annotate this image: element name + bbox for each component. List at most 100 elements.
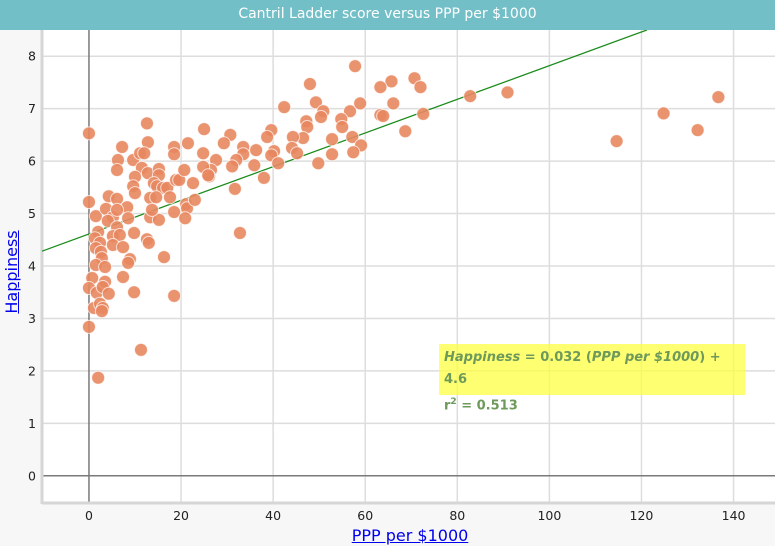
x-tick-label: 120 xyxy=(630,508,654,523)
graph-title-bar[interactable]: Cantril Ladder score versus PPP per $100… xyxy=(0,0,775,30)
data-point[interactable] xyxy=(311,156,326,171)
y-tick-labels: 0 1 2 3 4 5 6 7 8 xyxy=(28,49,36,484)
grid-lines xyxy=(42,30,775,502)
data-point[interactable] xyxy=(121,255,136,270)
data-point[interactable] xyxy=(348,59,363,74)
r-squared-value: = 0.513 xyxy=(456,398,518,414)
data-point[interactable] xyxy=(121,211,136,226)
y-tick-label: 7 xyxy=(28,101,36,116)
data-point[interactable] xyxy=(101,286,116,301)
data-point[interactable] xyxy=(145,202,160,217)
data-point[interactable] xyxy=(94,304,109,319)
regression-line[interactable] xyxy=(41,30,648,252)
data-point[interactable] xyxy=(157,250,172,265)
y-tick-label: 8 xyxy=(28,49,36,64)
data-point[interactable] xyxy=(88,209,103,224)
r-squared-line: r2 = 0.513 xyxy=(444,391,745,417)
data-point[interactable] xyxy=(386,96,401,111)
data-point[interactable] xyxy=(325,147,340,162)
y-tick-label: 4 xyxy=(28,259,36,274)
data-point[interactable] xyxy=(232,225,247,240)
data-point[interactable] xyxy=(167,147,182,162)
data-point[interactable] xyxy=(116,240,131,255)
data-point[interactable] xyxy=(384,74,399,89)
data-point[interactable] xyxy=(271,156,286,171)
equation-end: ) + 4.6 xyxy=(444,350,721,387)
data-point[interactable] xyxy=(260,129,275,144)
data-point[interactable] xyxy=(139,116,154,131)
data-point[interactable] xyxy=(127,225,142,240)
regression-equation-box[interactable]: Happiness = 0.032 (PPP per $1000) + 4.6 … xyxy=(439,344,745,413)
data-point[interactable] xyxy=(116,270,131,285)
data-point[interactable] xyxy=(227,181,242,196)
data-point[interactable] xyxy=(196,146,211,161)
data-point[interactable] xyxy=(115,139,130,154)
data-point[interactable] xyxy=(81,195,96,210)
data-point[interactable] xyxy=(167,288,182,303)
data-point[interactable] xyxy=(416,106,431,121)
data-point[interactable] xyxy=(290,146,305,161)
data-point[interactable] xyxy=(325,132,340,147)
data-point[interactable] xyxy=(346,145,361,160)
data-point[interactable] xyxy=(398,124,413,139)
data-point[interactable] xyxy=(216,136,231,151)
data-point[interactable] xyxy=(110,163,125,178)
y-tick-label: 3 xyxy=(28,311,36,326)
data-point[interactable] xyxy=(500,85,515,100)
data-point[interactable] xyxy=(81,126,96,141)
data-point[interactable] xyxy=(249,143,264,158)
data-point[interactable] xyxy=(353,96,368,111)
data-point[interactable] xyxy=(149,190,164,205)
data-point[interactable] xyxy=(690,123,705,138)
scatter-plot: 0 20 40 60 80 100 120 140 0 1 2 3 4 5 6 7 8 xyxy=(28,30,775,523)
data-point[interactable] xyxy=(314,110,329,125)
data-point[interactable] xyxy=(186,176,201,191)
data-point[interactable] xyxy=(345,129,360,144)
x-tick-label: 100 xyxy=(537,508,561,523)
y-tick-label: 6 xyxy=(28,154,36,169)
data-point[interactable] xyxy=(177,163,192,178)
data-point[interactable] xyxy=(127,285,142,300)
data-point[interactable] xyxy=(656,106,671,121)
data-point[interactable] xyxy=(256,170,271,185)
data-point[interactable] xyxy=(302,77,317,92)
y-tick-label: 0 xyxy=(28,468,36,483)
x-tick-label: 20 xyxy=(173,508,189,523)
data-point[interactable] xyxy=(343,104,358,119)
data-point[interactable] xyxy=(373,80,388,95)
data-point[interactable] xyxy=(151,212,166,227)
data-point[interactable] xyxy=(137,146,152,161)
data-point[interactable] xyxy=(128,186,143,201)
data-point[interactable] xyxy=(197,122,212,137)
data-point[interactable] xyxy=(98,260,113,275)
y-axis-label[interactable]: Happiness xyxy=(2,230,21,314)
data-point[interactable] xyxy=(247,158,262,173)
data-point[interactable] xyxy=(178,211,193,226)
data-point[interactable] xyxy=(225,159,240,174)
r-squared-prefix: r xyxy=(444,398,451,414)
data-point[interactable] xyxy=(413,80,428,95)
data-point[interactable] xyxy=(81,319,96,334)
data-point[interactable] xyxy=(308,95,323,110)
x-tick-label: 140 xyxy=(722,508,746,523)
data-point[interactable] xyxy=(609,134,624,149)
data-point[interactable] xyxy=(463,89,478,104)
data-point[interactable] xyxy=(180,136,195,151)
data-point[interactable] xyxy=(91,370,106,385)
data-point[interactable] xyxy=(376,109,391,124)
data-point[interactable] xyxy=(167,204,182,219)
data-point[interactable] xyxy=(711,90,726,105)
data-point[interactable] xyxy=(110,202,125,217)
r-squared-sup: 2 xyxy=(450,397,457,407)
data-point[interactable] xyxy=(201,168,216,183)
y-tick-label: 5 xyxy=(28,206,36,221)
data-point[interactable] xyxy=(187,192,202,207)
data-point[interactable] xyxy=(335,120,350,135)
data-point[interactable] xyxy=(141,235,156,250)
data-point[interactable] xyxy=(277,100,292,115)
data-point[interactable] xyxy=(133,342,148,357)
x-tick-label: 60 xyxy=(357,508,373,523)
x-axis-label[interactable]: PPP per $1000 xyxy=(351,526,469,545)
data-point[interactable] xyxy=(162,190,177,205)
x-tick-label: 80 xyxy=(449,508,465,523)
